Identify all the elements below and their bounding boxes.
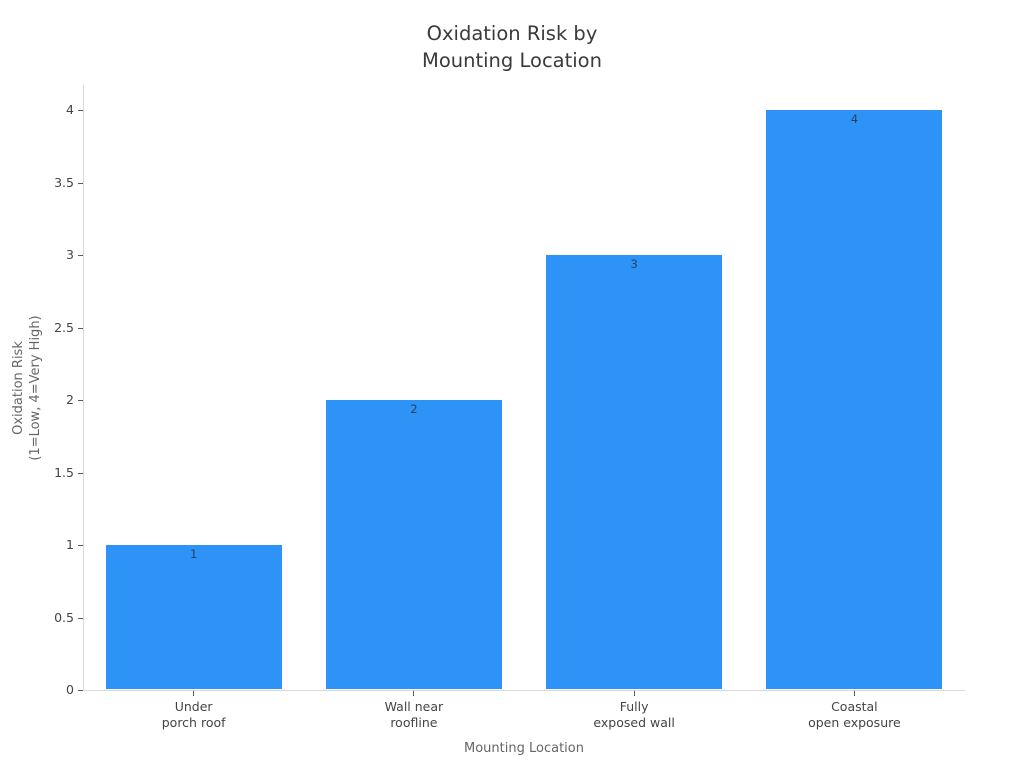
y-tick-mark	[78, 690, 83, 691]
x-axis-title: Mounting Location	[464, 741, 584, 756]
y-tick-label: 3	[66, 247, 74, 262]
bar-value-label: 2	[410, 402, 418, 416]
y-axis-title-line-1: Oxidation Risk	[11, 341, 26, 435]
x-category-label-line: roofline	[390, 715, 438, 730]
x-category-label-line: Fully	[619, 699, 649, 714]
y-tick-label: 0	[66, 682, 74, 697]
x-tick-mark	[193, 691, 195, 696]
y-tick-mark	[78, 327, 83, 329]
x-category-label-line: Coastal	[831, 699, 878, 714]
y-tick-mark	[78, 545, 83, 546]
y-axis-title-line-2: (1=Low, 4=Very High)	[28, 315, 43, 461]
x-axis-line	[83, 690, 965, 691]
y-tick-label: 2	[66, 392, 74, 407]
y-tick-label: 0.5	[54, 609, 74, 625]
x-category-label-line: Wall near	[384, 699, 444, 714]
bar-value-label: 3	[630, 257, 638, 271]
y-tick-mark	[78, 400, 83, 401]
x-category-label-line: porch roof	[161, 715, 226, 730]
bar: 1	[105, 545, 282, 689]
chart-title-line-2: Mounting Location	[422, 49, 602, 72]
x-category-label: Under porch roof	[84, 699, 304, 731]
bar: 3	[546, 255, 723, 689]
y-axis-title: Oxidation Risk (1=Low, 4=Very High)	[10, 315, 44, 460]
x-category-label: Coastal open exposure	[744, 699, 964, 731]
bar: 2	[325, 400, 502, 689]
y-tick-label: 1.5	[54, 464, 74, 480]
bar-value-label: 1	[189, 547, 198, 561]
x-tick-mark	[633, 691, 635, 696]
bar-value-label: 4	[850, 112, 859, 126]
x-category-label: Wall near roofline	[304, 699, 524, 731]
x-tick-mark	[413, 691, 415, 696]
x-category-label-line: Under	[174, 699, 213, 714]
y-tick-mark	[78, 182, 83, 184]
y-tick-label: 2.5	[54, 319, 74, 335]
x-category-label: Fully exposed wall	[524, 699, 744, 731]
x-category-label-line: open exposure	[808, 715, 901, 730]
x-category-label-line: exposed wall	[593, 715, 675, 730]
y-tick-mark	[78, 472, 83, 474]
y-tick-label: 1	[66, 537, 74, 552]
y-tick-mark	[78, 255, 83, 256]
chart-title: Oxidation Risk by Mounting Location	[422, 20, 602, 74]
y-tick-label: 4	[66, 102, 74, 117]
chart-title-line-1: Oxidation Risk by	[426, 22, 598, 45]
x-tick-mark	[853, 691, 855, 696]
y-tick-mark	[78, 110, 83, 111]
y-axis-line	[83, 85, 84, 691]
y-tick-label: 3.5	[54, 174, 74, 190]
bar: 4	[766, 110, 943, 689]
y-tick-mark	[78, 617, 83, 619]
